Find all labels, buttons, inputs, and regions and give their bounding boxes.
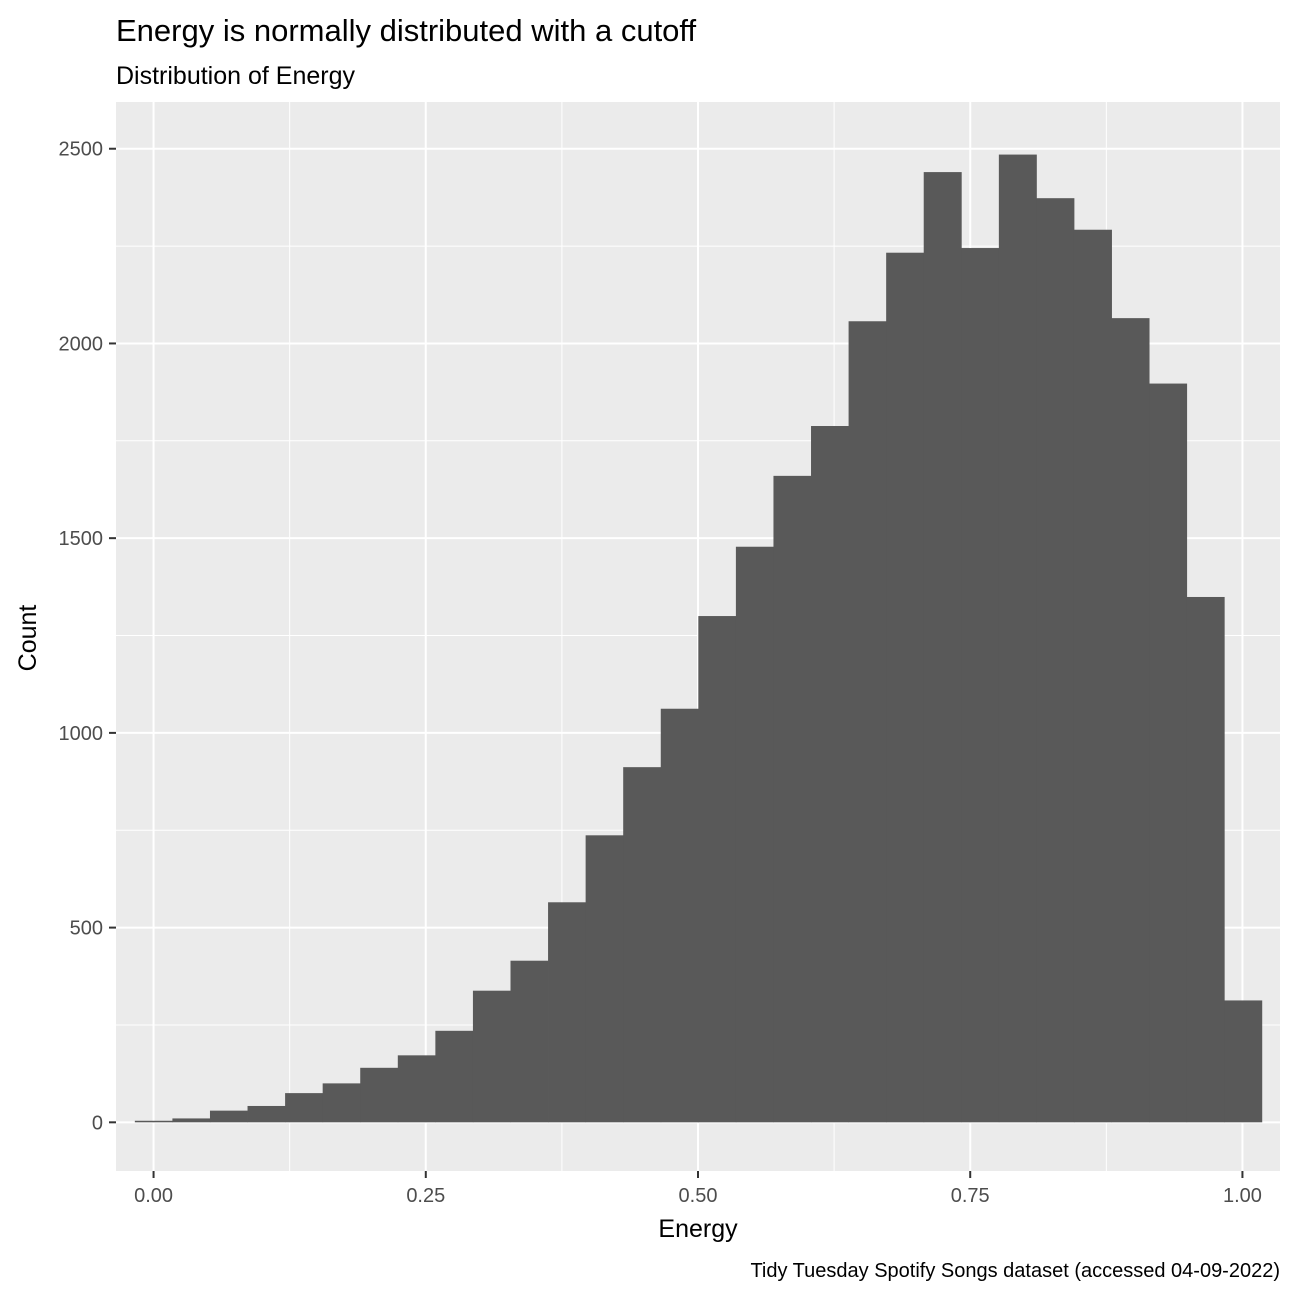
histogram-bar	[209, 1110, 248, 1123]
histogram-bar	[322, 1083, 361, 1123]
histogram-bar	[360, 1067, 399, 1123]
histogram-bar	[172, 1118, 211, 1123]
histogram-bar	[247, 1105, 286, 1123]
histogram-bar	[1111, 318, 1150, 1123]
x-tick-label: 0.00	[134, 1185, 173, 1207]
histogram-bar	[773, 475, 812, 1123]
histogram-bar	[923, 172, 962, 1123]
chart-subtitle: Distribution of Energy	[116, 62, 356, 90]
histogram-bar	[660, 708, 699, 1123]
histogram-bar	[585, 835, 624, 1123]
x-tick-label: 0.50	[679, 1185, 718, 1207]
y-tick-label: 1500	[59, 528, 104, 550]
y-axis-title: Count	[14, 605, 42, 672]
histogram-bars	[134, 154, 1263, 1123]
y-tick-label: 0	[92, 1112, 103, 1134]
y-tick-label: 1000	[59, 723, 104, 745]
x-tick-label: 0.75	[951, 1185, 990, 1207]
histogram-bar	[1149, 383, 1188, 1123]
histogram-bar	[623, 767, 662, 1123]
histogram-bar	[134, 1120, 173, 1123]
y-axis: 0 500 1000 1500 2000 2500	[59, 139, 116, 1134]
histogram-bar	[848, 321, 887, 1123]
histogram-bar	[510, 960, 549, 1123]
histogram-bar	[1186, 596, 1225, 1123]
histogram-bar	[548, 902, 587, 1123]
histogram-bar	[285, 1093, 324, 1123]
chart-caption: Tidy Tuesday Spotify Songs dataset (acce…	[750, 1260, 1280, 1282]
y-tick-label: 2500	[59, 139, 104, 161]
y-tick-label: 2000	[59, 333, 104, 355]
x-tick-label: 1.00	[1223, 1185, 1262, 1207]
histogram-bar	[886, 252, 925, 1123]
histogram-bar	[1036, 198, 1075, 1123]
chart-title: Energy is normally distributed with a cu…	[116, 13, 696, 48]
histogram-bar	[1224, 1000, 1263, 1123]
x-axis: 0.00 0.25 0.50 0.75 1.00	[134, 1171, 1262, 1207]
histogram-bar	[435, 1030, 474, 1123]
histogram-bar	[735, 546, 774, 1123]
histogram-bar	[397, 1055, 436, 1123]
histogram-bar	[698, 616, 737, 1123]
histogram-bar	[472, 990, 511, 1123]
x-axis-title: Energy	[658, 1215, 738, 1243]
histogram-bar	[811, 426, 849, 1123]
histogram-bar	[961, 248, 1000, 1123]
y-tick-label: 500	[70, 918, 103, 940]
histogram-bar	[998, 154, 1037, 1123]
x-tick-label: 0.25	[406, 1185, 445, 1207]
histogram-bar	[1073, 229, 1112, 1123]
